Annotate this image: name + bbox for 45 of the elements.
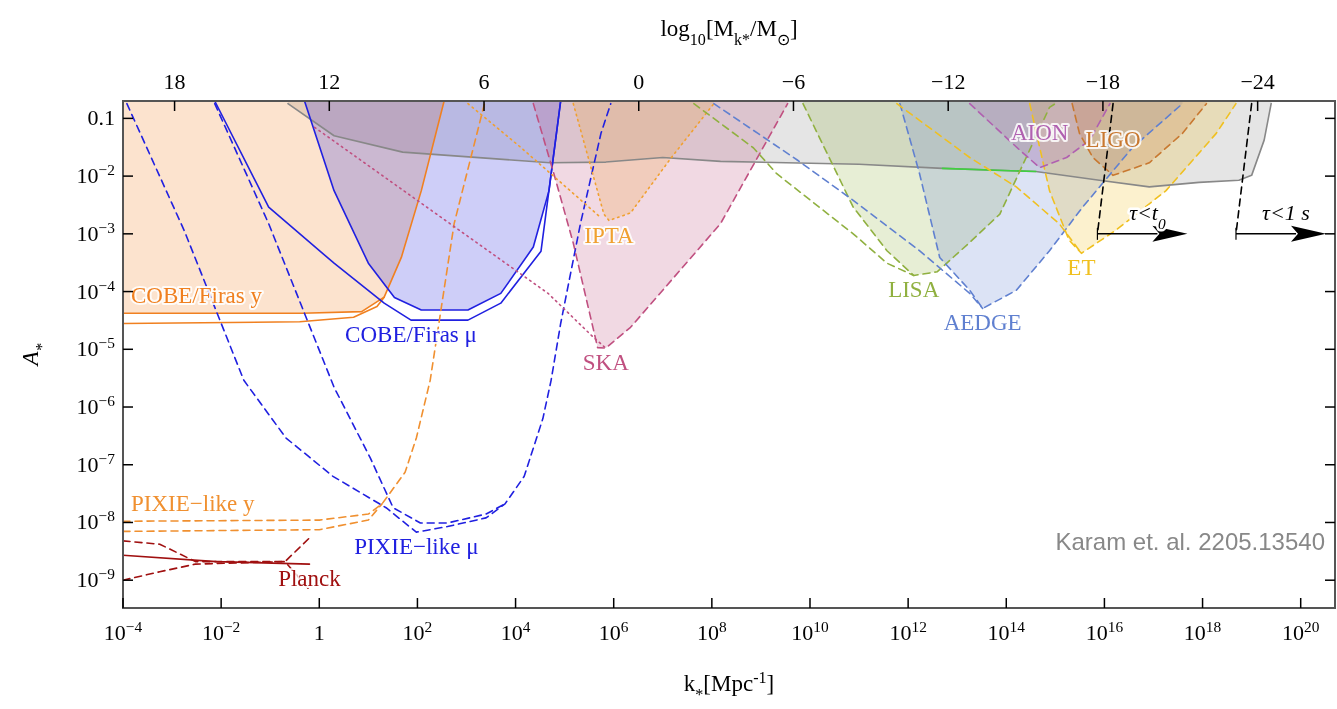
x2-tick-label: 12 [318, 69, 341, 94]
x2-tick-label: 0 [633, 69, 645, 94]
x-tick-label: 1 [313, 620, 325, 645]
series-label: IPTA [584, 222, 634, 248]
y-tick-label: 10$^{−8}$ [76, 506, 116, 535]
y-tick-label: 10$^{−6}$ [76, 391, 116, 420]
x2-tick-label: −6 [781, 69, 806, 94]
series-label: Planck [278, 566, 342, 592]
x-tick-label: 10$^{−4}$ [103, 617, 143, 645]
y-tick-label: 10$^{−2}$ [76, 160, 115, 189]
y-tick-label: 10$^{−4}$ [76, 276, 116, 304]
y-tick-label: 10$^{−5}$ [76, 333, 116, 362]
x-tick-label: 10$^{4}$ [500, 617, 531, 645]
annotation: τ<1 s [1262, 199, 1310, 225]
series-label: PIXIE−like μ [354, 534, 479, 560]
x-tick-label: 10$^{2}$ [402, 617, 433, 645]
annotation: Karam et. al. 2205.13540 [1055, 528, 1325, 555]
y-tick-label: 10$^{−3}$ [76, 218, 116, 246]
series-label: COBE/Firas μ [345, 322, 477, 348]
x-tick-label: 10$^{18}$ [1183, 617, 1222, 645]
y-tick-label: 0.1 [87, 105, 115, 131]
x-tick-label: 10$^{−2}$ [201, 617, 241, 645]
series-label: AEDGE [943, 310, 1022, 336]
x-tick-label: 10$^{6}$ [598, 617, 629, 645]
x-tick-label: 10$^{8}$ [697, 617, 727, 645]
x2-tick-label: −12 [930, 69, 966, 94]
x-tick-label: 10$^{12}$ [889, 617, 927, 645]
series-label: COBE/Firas y [131, 283, 263, 309]
annotation: τ<t$_{0}$ [1129, 199, 1166, 232]
x2-tick-label: −24 [1240, 69, 1275, 94]
series-label: SKA [582, 350, 630, 376]
x-axis-title: k$_{*}$[Mpc$^{-1}$] [683, 668, 775, 703]
x-tick-label: 10$^{14}$ [987, 617, 1026, 645]
x2-axis-title: log$_{10}$[M$_{k*}$/M$_{⊙}$] [660, 16, 798, 48]
x-tick-label: 10$^{16}$ [1085, 617, 1124, 645]
y-tick-label: 10$^{−7}$ [76, 449, 116, 477]
x-tick-label: 10$^{10}$ [791, 617, 829, 645]
series-label: ET [1067, 255, 1096, 281]
series-label: PIXIE−like y [131, 491, 255, 517]
x2-tick-label: −18 [1085, 69, 1121, 94]
x2-tick-label: 18 [163, 69, 186, 94]
series-label: LISA [888, 277, 940, 303]
y-tick-label: 10$^{−9}$ [76, 564, 116, 593]
x-tick-label: 10$^{20}$ [1282, 617, 1320, 645]
x2-tick-label: 6 [478, 69, 490, 94]
